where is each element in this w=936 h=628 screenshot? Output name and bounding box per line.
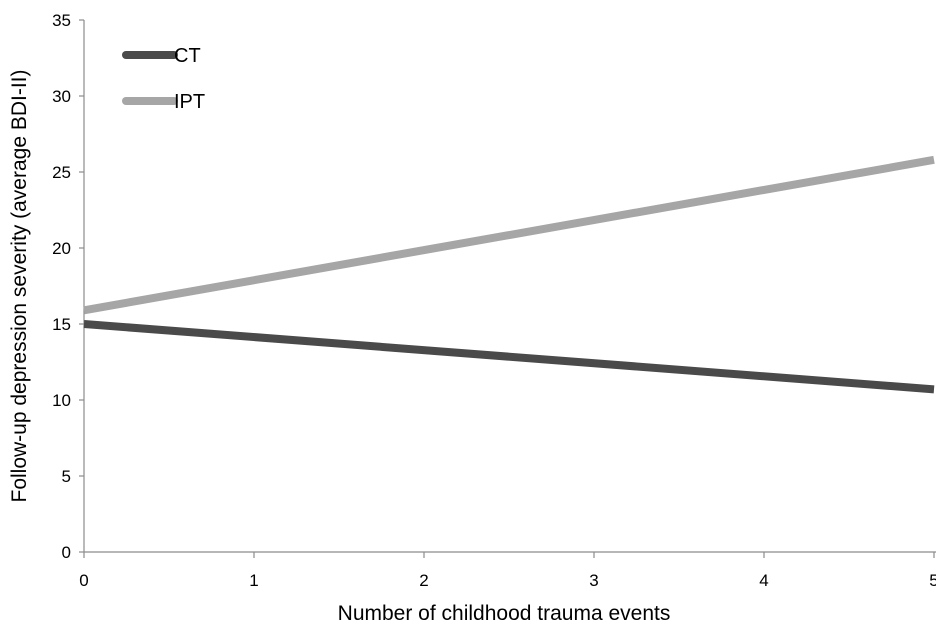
y-tick-label: 25 <box>52 163 71 182</box>
x-axis-ticks: 0 1 2 3 4 5 <box>79 552 936 590</box>
x-tick-label: 5 <box>929 571 936 590</box>
series-line-ipt <box>83 155 935 315</box>
y-tick-label: 15 <box>52 315 71 334</box>
y-tick-label: 35 <box>52 11 71 30</box>
y-tick-label: 0 <box>62 543 71 562</box>
x-axis-title: Number of childhood trauma events <box>338 602 671 625</box>
y-tick-label: 10 <box>52 391 71 410</box>
y-axis-title: Follow-up depression severity (average B… <box>8 69 31 502</box>
series-lines <box>83 155 935 394</box>
y-axis-ticks: 0 5 10 15 20 25 30 35 <box>52 11 84 562</box>
y-tick-label: 5 <box>62 467 71 486</box>
legend-item-ct: CT <box>122 45 201 67</box>
legend-item-ipt: IPT <box>122 91 205 113</box>
x-tick-label: 0 <box>79 571 88 590</box>
y-tick-label: 20 <box>52 239 71 258</box>
legend: CT IPT <box>122 45 205 113</box>
x-tick-label: 4 <box>759 571 768 590</box>
x-tick-label: 3 <box>589 571 598 590</box>
series-line-ct <box>83 320 935 394</box>
x-tick-label: 1 <box>249 571 258 590</box>
x-tick-label: 2 <box>419 571 428 590</box>
y-tick-label: 30 <box>52 87 71 106</box>
legend-label: IPT <box>174 91 205 113</box>
legend-label: CT <box>174 45 201 67</box>
